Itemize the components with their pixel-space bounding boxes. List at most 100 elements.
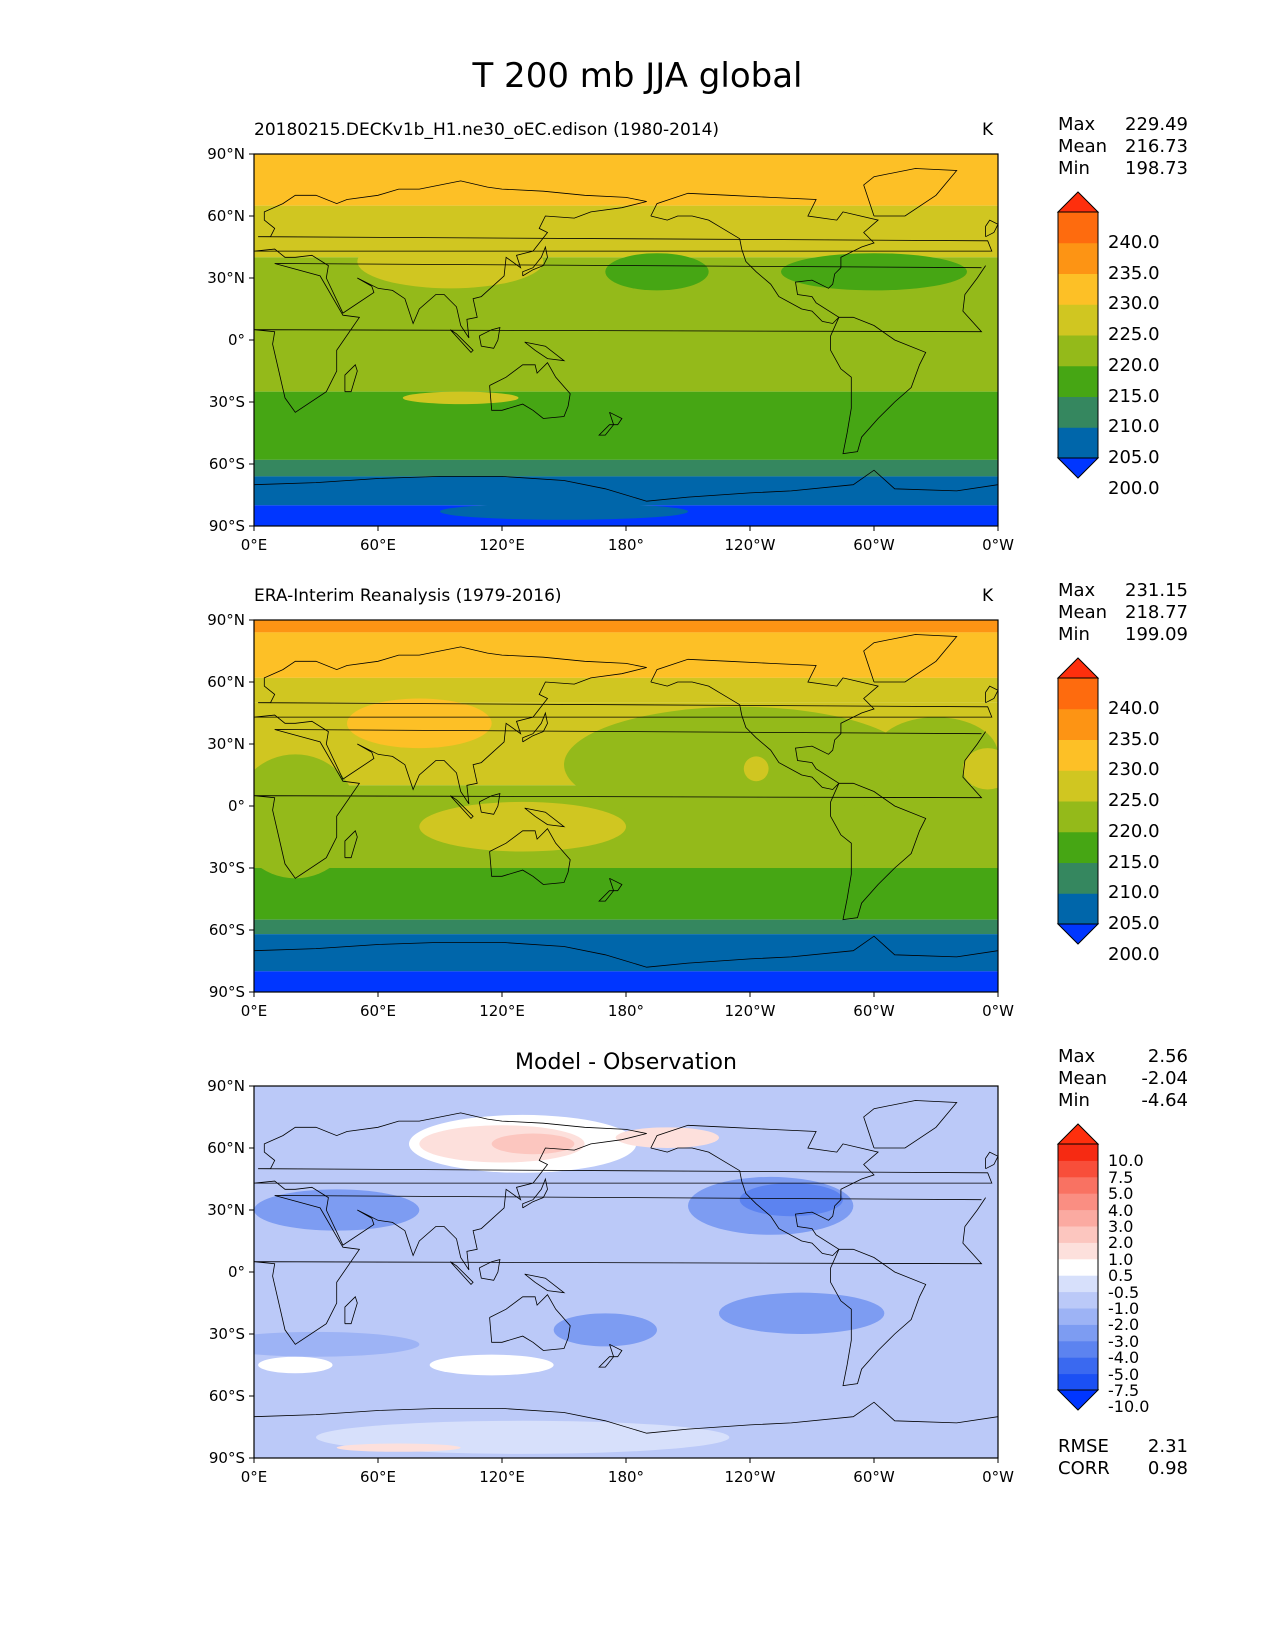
coastline (254, 729, 986, 879)
field-region (357, 234, 544, 289)
coastline (985, 1151, 998, 1170)
colorbar-label: -5.0 (1108, 1364, 1140, 1384)
colorbar-segment (1058, 1209, 1098, 1227)
field-band (254, 934, 998, 972)
field-region (254, 754, 358, 879)
stat-label: Mean (1058, 602, 1108, 623)
coastline (830, 316, 927, 455)
x-tick-label: 60°W (853, 536, 895, 554)
y-tick-label: 90°N (207, 611, 245, 629)
coastline (478, 793, 501, 815)
x-tick-label: 0°W (982, 536, 1014, 554)
field-band (254, 391, 998, 460)
map-plot: 90°N 60°N 30°N 0° 30°S 60°S 90°S0°E 60°E 120°E 18… (207, 611, 1014, 1020)
x-tick-label: 60°E (360, 536, 396, 554)
panel-units: K (982, 586, 994, 606)
field-band (254, 154, 998, 206)
stat-label: Min (1058, 1090, 1090, 1111)
colorbar-label: 220.0 (1108, 820, 1160, 842)
coastline (650, 658, 879, 790)
coastline (985, 219, 998, 238)
coastline (985, 685, 998, 704)
colorbar-segment (1058, 212, 1098, 244)
field-band (254, 868, 998, 920)
colorbar-label: 5.0 (1108, 1184, 1134, 1204)
coastline (478, 1259, 501, 1281)
coastline (489, 1294, 571, 1351)
colorbar-segment (1058, 708, 1098, 740)
summary-stats: Max 229.49 Mean 216.73 Min 198.73 (1058, 114, 1188, 180)
coastline (863, 168, 958, 217)
colorbar-label: 4.0 (1108, 1200, 1134, 1220)
colorbar-label: 215.0 (1108, 851, 1160, 873)
colorbar-label: -0.5 (1108, 1282, 1140, 1302)
y-tick-label: 0° (228, 1263, 245, 1281)
coastline (524, 807, 566, 828)
x-tick-label: 120°E (479, 1468, 525, 1486)
colorbar-segment (1058, 365, 1098, 397)
y-tick-label: 60°S (209, 455, 245, 473)
coastline (450, 1261, 474, 1285)
colorbar-label: 225.0 (1108, 790, 1160, 811)
colorbar-segment (1058, 427, 1098, 459)
field-region (402, 391, 519, 405)
x-tick-label: 180° (608, 536, 644, 554)
field-band (254, 205, 998, 258)
colorbar-label: 240.0 (1108, 697, 1160, 719)
y-tick-label: 60°S (209, 921, 245, 939)
x-tick-label: 120°E (479, 1002, 525, 1020)
stat-label: Max (1058, 1046, 1096, 1067)
y-tick-label: 90°S (209, 1449, 245, 1467)
colorbar-segment (1058, 1226, 1098, 1243)
colorbar-segment (1058, 1373, 1098, 1391)
stat-label: CORR (1058, 1458, 1110, 1479)
field-band (254, 677, 998, 703)
colorbar-label: 205.0 (1108, 447, 1160, 468)
colorbar-segment (1058, 862, 1098, 894)
y-tick-label: 90°N (207, 1077, 245, 1095)
colorbar-label: 3.0 (1108, 1217, 1134, 1236)
colorbar-label: 210.0 (1108, 416, 1160, 438)
stat-value: 229.49 (1125, 114, 1188, 135)
field-region (419, 801, 626, 852)
colorbar-segment (1058, 335, 1098, 367)
stat-value: 198.73 (1125, 158, 1188, 179)
colorbar (1056, 191, 1100, 479)
colorbar-outline (1057, 1143, 1099, 1391)
y-tick-label: 30°S (209, 1325, 245, 1343)
coastline (478, 327, 501, 349)
coastline (598, 877, 623, 902)
x-tick-label: 60°W (853, 1468, 895, 1486)
colorbar-label: 235.0 (1108, 728, 1160, 750)
stat-value: 199.09 (1125, 624, 1188, 645)
x-tick-label: 60°E (360, 1002, 396, 1020)
colorbar-label: 200.0 (1108, 477, 1160, 499)
y-tick-label: 30°N (207, 735, 245, 753)
coastline (450, 329, 474, 353)
stat-label: Mean (1058, 136, 1108, 157)
colorbar-segment (1058, 801, 1098, 833)
stat-value: 0.98 (1147, 1458, 1188, 1479)
colorbar-label: 205.0 (1108, 913, 1160, 934)
colorbar-segment (1058, 1160, 1098, 1178)
x-tick-label: 0°E (241, 1002, 268, 1020)
x-tick-label: 0°W (982, 1002, 1014, 1020)
colorbar (1056, 657, 1100, 945)
coastline (598, 1343, 623, 1368)
coastline (254, 180, 993, 339)
colorbar-label: 215.0 (1108, 385, 1160, 407)
map-plot: 90°N 60°N 30°N 0° 30°S 60°S 90°S0°E 60°E 120°E 18… (207, 1077, 1014, 1486)
field-region (347, 698, 492, 749)
colorbar-segment (1058, 273, 1098, 305)
stat-label: Min (1058, 624, 1090, 645)
colorbar-label: 2.0 (1108, 1233, 1134, 1253)
x-tick-label: 120°E (479, 536, 525, 554)
colorbar-label: 200.0 (1108, 943, 1160, 965)
x-tick-label: 60°W (853, 1002, 895, 1020)
field-region (336, 1443, 461, 1452)
field-region (743, 756, 769, 782)
y-tick-label: 90°S (209, 983, 245, 1001)
colorbar-outline (1057, 677, 1099, 925)
colorbar-segment (1058, 1324, 1098, 1342)
y-tick-label: 60°N (207, 673, 245, 691)
